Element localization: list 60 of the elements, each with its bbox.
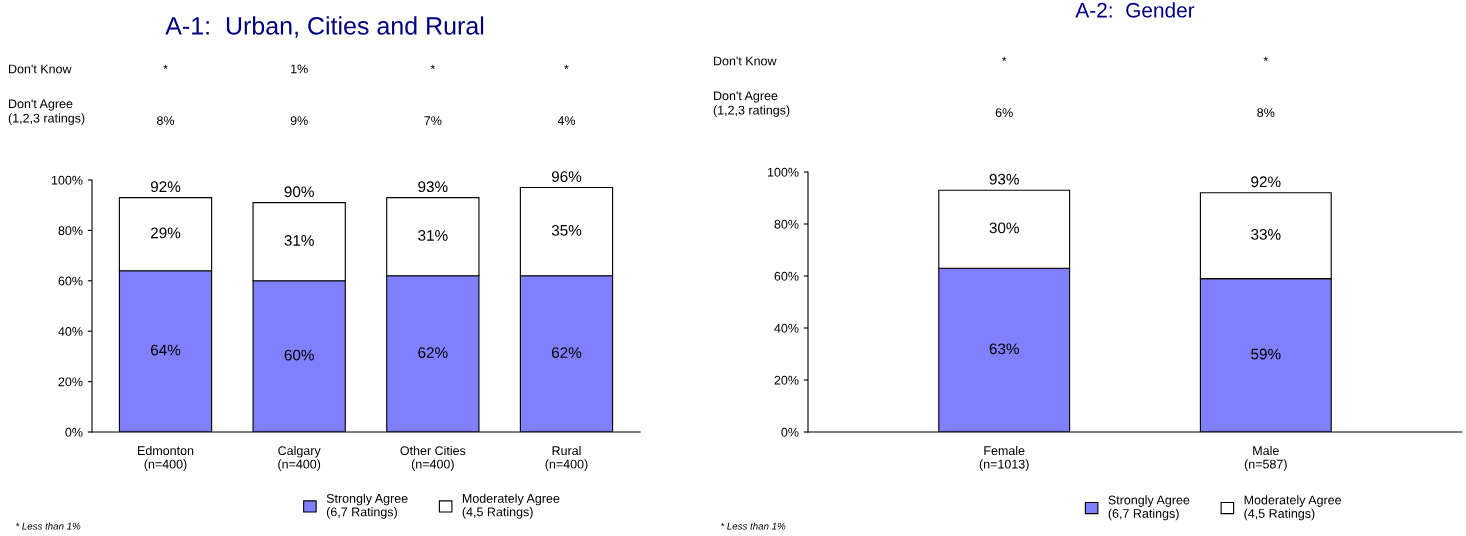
text: 1%: [291, 64, 308, 74]
text: * Less than 1%: [15, 522, 81, 530]
chart-title: A-2: Gender: [1075, 2, 1195, 18]
x-tick-label: Calgary (n=400): [278, 445, 321, 471]
x-tick-label: Edmonton (n=400): [138, 445, 194, 471]
total-label: 93%: [989, 173, 1019, 185]
x-tick-label: Male (n=587): [1244, 445, 1287, 471]
text: 4%: [557, 116, 576, 125]
y-tick-label: 20%: [774, 375, 799, 385]
text: Don't Know: [9, 64, 72, 74]
data-label: 35%: [551, 224, 582, 236]
legend-label: Strongly Agree (6,7 Ratings): [1108, 495, 1190, 521]
data-label: 62%: [551, 347, 582, 358]
y-tick-label: 100%: [51, 175, 83, 185]
data-label: 63%: [989, 343, 1019, 355]
data-label: 30%: [989, 222, 1019, 234]
text: 6%: [995, 108, 1013, 117]
y-tick-label: 80%: [58, 226, 83, 236]
text: *: [1001, 56, 1007, 62]
total-label: 93%: [418, 181, 448, 193]
data-label: 60%: [284, 349, 314, 361]
y-tick-label: 40%: [58, 327, 83, 336]
text: 7%: [424, 116, 442, 125]
legend-label: Moderately Agree (4,5 Ratings): [462, 493, 560, 519]
total-label: 92%: [150, 181, 181, 193]
text: *: [430, 64, 436, 70]
total-label: 90%: [284, 186, 314, 198]
x-tick-label: Other Cities (n=400): [400, 445, 466, 471]
data-label: 33%: [1251, 228, 1281, 240]
text: 9%: [290, 116, 308, 125]
data-label: 59%: [1251, 348, 1281, 360]
data-label: 31%: [284, 235, 314, 246]
y-tick-label: 60%: [58, 276, 83, 286]
y-tick-label: 0%: [781, 427, 799, 437]
legend-label: Moderately Agree (4,5 Ratings): [1244, 495, 1342, 521]
data-label: 62%: [418, 347, 448, 358]
text: *: [1263, 56, 1269, 62]
y-tick-label: 0%: [65, 427, 83, 437]
y-tick-label: 80%: [774, 219, 799, 229]
data-label: 31%: [418, 229, 448, 241]
text: 8%: [157, 116, 175, 125]
total-label: 92%: [1251, 176, 1281, 188]
y-tick-label: 20%: [58, 377, 83, 387]
y-tick-label: 60%: [774, 271, 799, 281]
data-label: 64%: [151, 344, 181, 356]
chart-title: A-1: Urban, Cities and Rural: [165, 16, 484, 38]
x-tick-label: Rural (n=400): [545, 445, 588, 471]
text: Don't Agree (1,2,3 ratings): [8, 99, 85, 126]
text: *: [163, 64, 168, 70]
x-tick-label: Female (n=1013): [979, 445, 1029, 471]
text: * Less than 1%: [720, 522, 786, 530]
total-label: 96%: [551, 171, 582, 183]
legend-label: Strongly Agree (6,7 Ratings): [326, 493, 408, 519]
text: Don't Know: [714, 56, 777, 66]
data-label: 29%: [150, 227, 181, 239]
text: Don't Agree (1,2,3 ratings): [713, 91, 790, 118]
y-tick-label: 100%: [767, 167, 799, 177]
y-tick-label: 40%: [774, 323, 799, 333]
text: 8%: [1257, 108, 1275, 117]
text: *: [564, 64, 569, 70]
